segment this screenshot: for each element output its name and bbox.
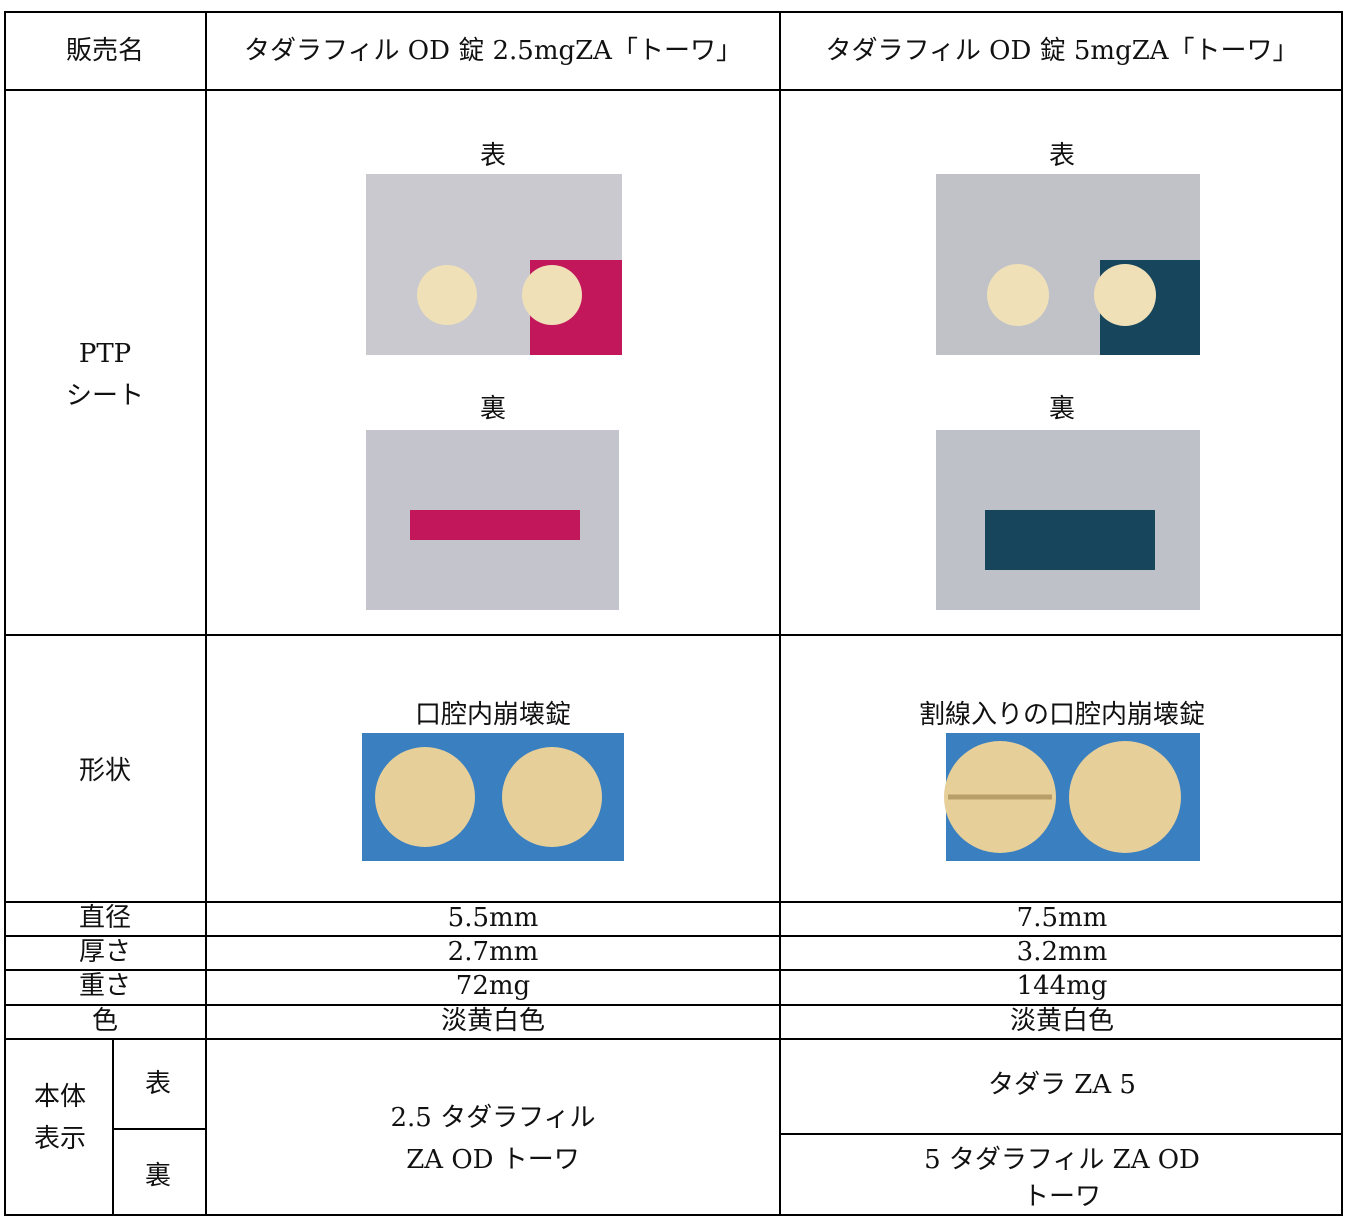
header-cell: タダラフィル OD 錠 5mgZA「トーワ」 xyxy=(825,36,1298,66)
cell: ZA OD トーワ xyxy=(406,1145,580,1175)
cell: タダラ ZA 5 xyxy=(988,1070,1136,1100)
shape-caption: 口腔内崩壊錠 xyxy=(415,700,571,730)
shape-caption: 割線入りの口腔内崩壊錠 xyxy=(919,700,1205,730)
row-label: PTP xyxy=(79,339,131,369)
cell: トーワ xyxy=(1023,1182,1101,1212)
cell: 72mg xyxy=(456,971,530,1001)
cell: 淡黄白色 xyxy=(1010,1006,1114,1036)
side-label: 表 xyxy=(1049,141,1075,171)
cell: 淡黄白色 xyxy=(441,1006,545,1036)
row-label: 本体 xyxy=(34,1082,86,1112)
side-label: 裏 xyxy=(1049,394,1075,424)
cell: 2.5 タダラフィル xyxy=(390,1103,595,1133)
side-label: 裏 xyxy=(145,1161,171,1191)
row-label: 形状 xyxy=(79,756,131,786)
ptp-photos xyxy=(366,174,1200,610)
cell: 144mg xyxy=(1017,971,1108,1001)
cell: 5.5mm xyxy=(448,903,539,933)
row-label: 色 xyxy=(92,1006,118,1036)
row-label: 重さ xyxy=(79,971,131,1001)
table-borders xyxy=(4,11,1343,1216)
header-cell: タダラフィル OD 錠 2.5mgZA「トーワ」 xyxy=(244,36,742,66)
cell: 5 タダラフィル ZA OD xyxy=(924,1145,1200,1175)
tablet-photos xyxy=(362,733,1200,861)
row-label: 直径 xyxy=(79,903,131,933)
row-label: 厚さ xyxy=(79,937,131,967)
row-label: シート xyxy=(66,381,144,411)
cell: 2.7mm xyxy=(448,937,539,967)
side-label: 表 xyxy=(480,141,506,171)
side-label: 表 xyxy=(145,1069,171,1099)
side-label: 裏 xyxy=(480,394,506,424)
cell: 3.2mm xyxy=(1017,937,1108,967)
row-label: 表示 xyxy=(34,1124,86,1154)
cell: 7.5mm xyxy=(1017,903,1108,933)
header-cell: 販売名 xyxy=(66,36,144,66)
